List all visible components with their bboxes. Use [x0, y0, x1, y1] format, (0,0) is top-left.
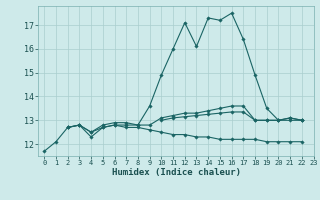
- X-axis label: Humidex (Indice chaleur): Humidex (Indice chaleur): [111, 168, 241, 177]
